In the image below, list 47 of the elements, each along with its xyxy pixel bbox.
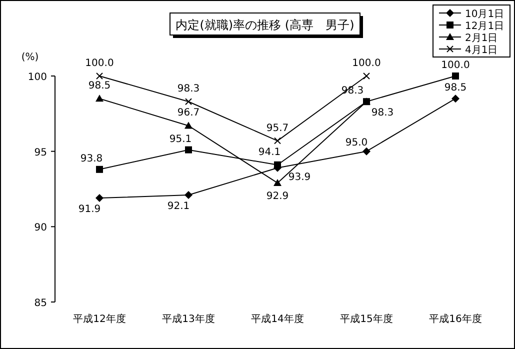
data-label: 100.0 <box>352 58 381 69</box>
y-tick-label: 95 <box>34 147 47 158</box>
data-label: 95.7 <box>266 122 289 134</box>
point <box>274 161 281 168</box>
legend-label: 10月1日 <box>465 9 504 20</box>
data-label: 92.1 <box>167 201 190 212</box>
y-tick-label: 90 <box>34 222 47 234</box>
x-tick-label: 平成13年度 <box>162 313 215 325</box>
x-tick-label: 平成16年度 <box>429 313 482 325</box>
point <box>452 72 459 80</box>
data-label: 93.8 <box>80 153 103 164</box>
data-label: 96.7 <box>177 108 200 119</box>
data-label: 100.0 <box>441 60 470 71</box>
y-tick-label: 100 <box>28 72 47 83</box>
point <box>184 191 192 200</box>
x-tick-label: 平成14年度 <box>251 313 304 325</box>
point <box>184 122 192 129</box>
point <box>185 98 192 106</box>
data-label: 91.9 <box>78 204 101 216</box>
point <box>363 72 370 80</box>
x-tick-label: 平成12年度 <box>73 313 126 325</box>
data-label: 94.1 <box>258 146 281 158</box>
point <box>96 72 103 80</box>
point <box>185 146 192 154</box>
y-tick-label: 85 <box>34 298 47 309</box>
point <box>362 147 370 156</box>
point <box>274 137 281 144</box>
x-tick-label: 平成15年度 <box>340 313 393 325</box>
point <box>96 94 104 102</box>
data-label: 93.9 <box>288 172 311 183</box>
data-label: 95.0 <box>345 137 368 148</box>
y-axis-title: (%) <box>21 52 39 63</box>
point <box>96 194 104 202</box>
data-label: 92.9 <box>266 190 289 202</box>
legend-label: 4月1日 <box>465 45 498 56</box>
point <box>96 166 103 173</box>
data-label: 98.5 <box>88 80 111 92</box>
data-label: 98.3 <box>177 84 200 95</box>
point <box>274 178 282 186</box>
data-label: 98.5 <box>444 82 467 94</box>
chart-title: 内定(就職)率の推移 (高専 男子) <box>176 18 354 32</box>
legend-label: 12月1日 <box>465 21 504 32</box>
legend-label: 2月1日 <box>465 33 498 44</box>
point <box>452 94 460 103</box>
data-label: 98.3 <box>371 108 394 119</box>
data-label: 100.0 <box>85 58 114 69</box>
data-label: 95.1 <box>169 134 192 145</box>
